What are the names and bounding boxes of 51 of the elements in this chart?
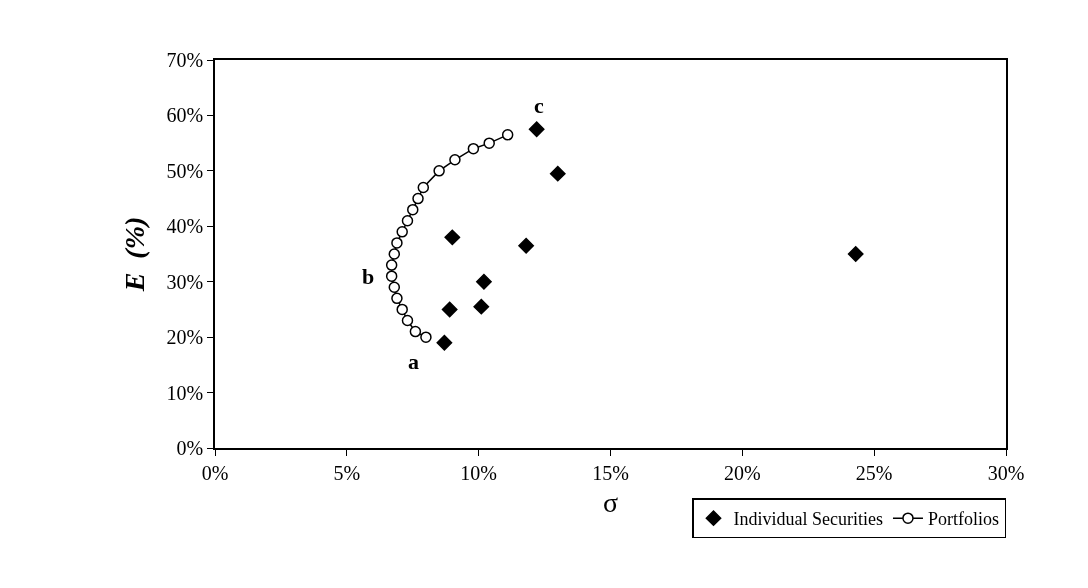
y-tick-label: 20% <box>166 326 204 349</box>
x-tick-label: 20% <box>723 461 761 484</box>
point <box>401 314 414 327</box>
point <box>396 226 408 238</box>
y-tick-label: 0% <box>176 437 204 459</box>
point <box>501 129 514 141</box>
annotation: c <box>534 93 544 118</box>
y-tick-label: 50% <box>166 159 204 182</box>
y-tick-label: 60% <box>166 104 204 127</box>
point <box>549 165 566 182</box>
y-tick-label: 10% <box>166 381 204 404</box>
point <box>476 273 492 290</box>
legend-label: Individual Securities <box>733 509 883 530</box>
point <box>436 334 453 351</box>
y-axis-title: E (%) <box>118 216 150 293</box>
point <box>847 246 864 262</box>
x-tick-label: 25% <box>855 461 893 484</box>
point <box>417 181 430 194</box>
x-tick-label: 10% <box>460 461 498 484</box>
point <box>412 192 424 205</box>
point <box>388 248 401 260</box>
point <box>518 237 535 254</box>
annotation: a <box>408 349 419 374</box>
point <box>385 259 398 271</box>
point <box>391 237 403 249</box>
point <box>396 303 408 316</box>
point <box>467 142 480 155</box>
x-axis-title: σ <box>602 487 619 519</box>
x-tick-label: 15% <box>592 461 629 484</box>
annotation: b <box>362 264 375 289</box>
point <box>433 165 445 177</box>
point <box>385 270 398 282</box>
legend-label: Portfolios <box>927 509 999 530</box>
point <box>483 137 495 149</box>
y-tick-label: 30% <box>166 270 204 293</box>
point <box>420 331 432 343</box>
point <box>388 281 401 294</box>
y-tick-label: 70% <box>166 49 204 71</box>
x-tick-label: 0% <box>201 461 229 484</box>
y-tick-label: 40% <box>166 215 204 238</box>
point <box>444 229 461 246</box>
point <box>407 203 419 216</box>
point <box>409 325 422 338</box>
point <box>528 121 545 138</box>
point <box>441 301 458 318</box>
point <box>391 292 403 305</box>
point <box>473 298 490 315</box>
point <box>449 154 461 166</box>
x-tick-label: 5% <box>333 461 361 484</box>
x-tick-label: 30% <box>987 461 1025 484</box>
point <box>401 214 414 227</box>
